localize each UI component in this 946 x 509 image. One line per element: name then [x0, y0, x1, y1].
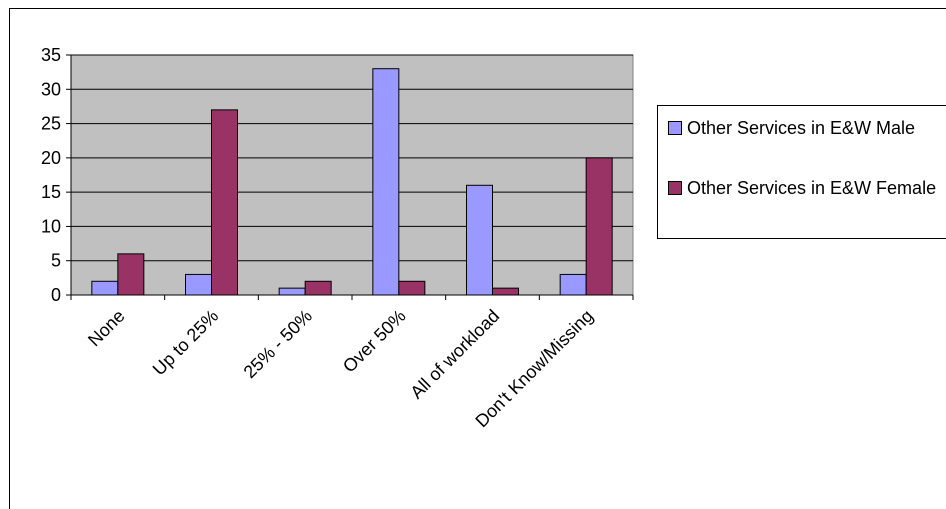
bar-male [559, 273, 587, 296]
bar-male [372, 68, 400, 296]
y-tick-label: 10 [41, 216, 61, 236]
legend-swatch-female [668, 181, 682, 195]
bar-female [211, 109, 238, 296]
legend-item-female: Other Services in E&W Female [668, 176, 946, 200]
x-tick-label: None [84, 306, 129, 351]
y-tick-label: 0 [51, 285, 61, 305]
legend: Other Services in E&W Male Other Service… [657, 105, 946, 239]
legend-item-male: Other Services in E&W Male [668, 116, 946, 140]
bar-female [492, 287, 519, 296]
x-tick-label: Up to 25% [149, 306, 223, 380]
bar-male [185, 273, 212, 296]
legend-swatch-male [668, 121, 682, 135]
y-tick-label: 5 [51, 251, 61, 271]
y-tick-label: 25 [41, 114, 61, 134]
x-tick-label: 25% - 50% [240, 306, 316, 382]
bar-male [91, 280, 119, 296]
y-tick-label: 35 [41, 45, 61, 65]
y-tick-label: 30 [41, 79, 61, 99]
bar-female [398, 280, 426, 296]
legend-label-female: Other Services in E&W Female [687, 178, 937, 198]
bar-female [117, 253, 145, 296]
plot-area [70, 54, 634, 296]
x-tick-label: Over 50% [339, 306, 410, 377]
y-tick-label: 15 [41, 182, 61, 202]
legend-label-male: Other Services in E&W Male [687, 118, 916, 138]
bar-male [466, 184, 493, 296]
y-tick-label: 20 [41, 148, 61, 168]
bar-male [278, 287, 306, 296]
bar-female [304, 280, 332, 296]
bar-female [585, 157, 613, 296]
x-tick-label: All of workload [406, 306, 503, 403]
